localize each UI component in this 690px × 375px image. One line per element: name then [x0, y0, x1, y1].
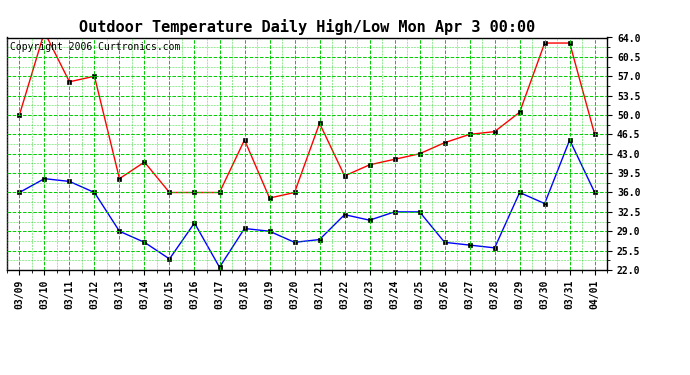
Title: Outdoor Temperature Daily High/Low Mon Apr 3 00:00: Outdoor Temperature Daily High/Low Mon A…: [79, 19, 535, 35]
Text: Copyright 2006 Curtronics.com: Copyright 2006 Curtronics.com: [10, 42, 180, 52]
